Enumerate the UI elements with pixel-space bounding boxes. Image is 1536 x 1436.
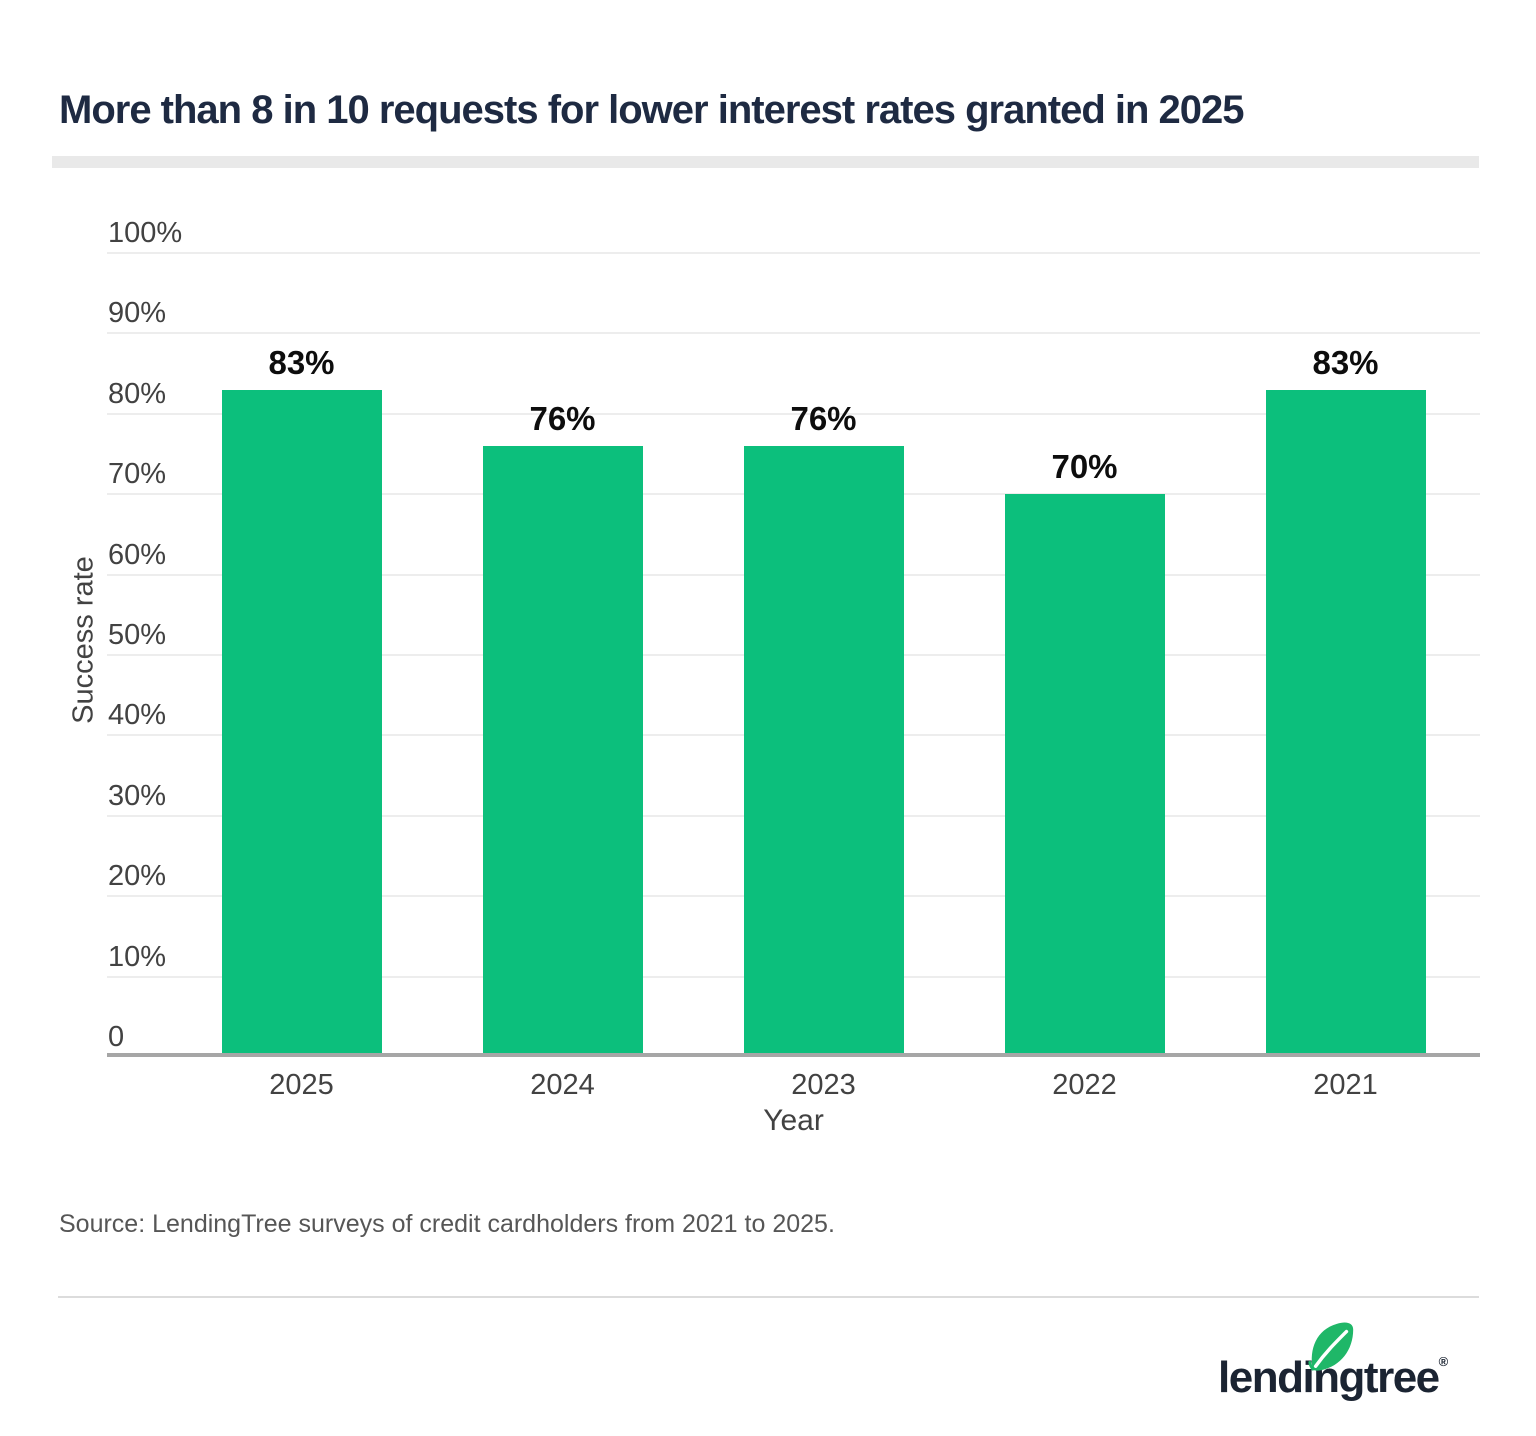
bar-value-label-2025: 83% [268,343,335,381]
y-tick-label-50: 50% [108,619,167,651]
source-note: Source: LendingTree surveys of credit ca… [59,1210,835,1238]
x-tick-label-2025: 2025 [269,1069,334,1101]
y-axis-title: Success rate [67,556,100,724]
y-tick-label-0: 0 [108,1021,125,1053]
x-tick-label-2021: 2021 [1313,1069,1378,1101]
footer-divider [58,1296,1479,1298]
bar-2022 [1004,494,1165,1057]
y-tick-label-60: 60% [108,538,167,571]
y-tick-label-30: 30% [108,779,167,812]
lendingtree-logo: lendingtree® [1218,1322,1449,1418]
gridline-80 [107,412,1480,415]
y-tick-label-100: 100% [108,217,183,249]
plot-area: 100% 90% 80% 70% 60% 50% 40% 30% 20% 10% 0 83% 2025 7… [107,217,1480,1101]
y-tick-label-90: 90% [108,297,167,330]
title-divider [52,156,1479,168]
gridline-90 [107,332,1480,335]
bar-2024 [482,445,643,1057]
x-tick-label-2022: 2022 [1052,1069,1117,1101]
bar-2021 [1265,389,1426,1057]
y-tick-label-80: 80% [108,377,167,410]
y-tick-label-10: 10% [108,940,167,973]
x-tick-label-2024: 2024 [530,1069,595,1101]
leaf-icon [1308,1322,1354,1371]
y-tick-label-40: 40% [108,699,167,732]
bar-value-label-2021: 83% [1312,343,1379,381]
x-axis-title: Year [763,1104,824,1137]
gridline-100 [107,252,1480,255]
registered-mark: ® [1438,1354,1449,1369]
bar-value-label-2022: 70% [1051,448,1118,486]
bar-2023 [743,445,904,1057]
bar-value-label-2023: 76% [790,399,857,437]
y-tick-label-20: 20% [108,860,167,893]
chart-title: More than 8 in 10 requests for lower int… [59,88,1245,132]
x-tick-label-2023: 2023 [791,1069,856,1101]
bar-2025 [221,389,382,1057]
y-tick-label-70: 70% [108,458,167,491]
x-axis-line [107,1053,1480,1057]
bar-value-label-2024: 76% [529,399,596,437]
